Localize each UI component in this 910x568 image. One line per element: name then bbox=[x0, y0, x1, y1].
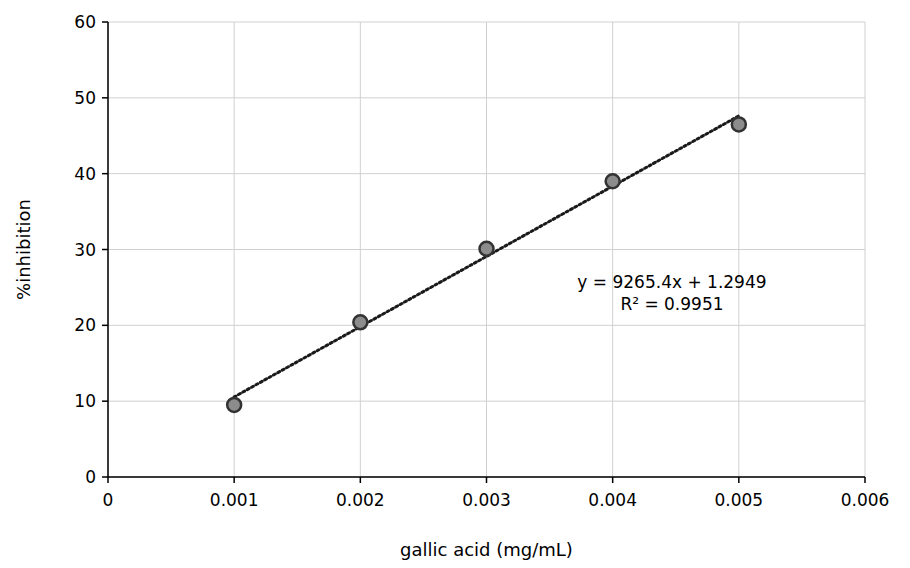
equation-annotation: y = 9265.4x + 1.2949 bbox=[577, 272, 766, 292]
y-tick bbox=[102, 325, 108, 327]
x-grid-line bbox=[865, 22, 866, 477]
y-tick bbox=[102, 21, 108, 23]
x-tick-label: 0.001 bbox=[210, 490, 259, 510]
y-tick-label: 40 bbox=[74, 164, 96, 184]
x-tick-label: 0.002 bbox=[336, 490, 385, 510]
x-tick-label: 0.003 bbox=[462, 490, 511, 510]
y-tick bbox=[102, 97, 108, 99]
y-tick-label: 50 bbox=[74, 88, 96, 108]
x-tick bbox=[107, 477, 109, 483]
x-tick bbox=[612, 477, 614, 483]
x-tick bbox=[738, 477, 740, 483]
y-tick-label: 10 bbox=[74, 391, 96, 411]
y-tick-label: 20 bbox=[74, 315, 96, 335]
y-tick-label: 30 bbox=[74, 240, 96, 260]
x-tick-label: 0.004 bbox=[588, 490, 637, 510]
data-point bbox=[353, 315, 367, 329]
x-tick bbox=[486, 477, 488, 483]
data-point bbox=[732, 117, 746, 131]
grid bbox=[108, 22, 865, 477]
marks bbox=[227, 116, 746, 412]
trend-line bbox=[234, 116, 739, 397]
y-tick bbox=[102, 400, 108, 402]
x-tick-label: 0.005 bbox=[714, 490, 763, 510]
x-tick bbox=[360, 477, 362, 483]
equation-annotation: R² = 0.9951 bbox=[620, 294, 723, 314]
x-axis-title: gallic acid (mg/mL) bbox=[400, 539, 573, 560]
x-grid-line bbox=[360, 22, 361, 477]
data-point bbox=[480, 242, 494, 256]
x-grid-line bbox=[738, 22, 739, 477]
y-tick bbox=[102, 173, 108, 175]
data-point bbox=[606, 174, 620, 188]
data-point bbox=[227, 398, 241, 412]
x-grid-line bbox=[612, 22, 613, 477]
y-tick-label: 60 bbox=[74, 12, 96, 32]
y-tick bbox=[102, 249, 108, 251]
x-tick-label: 0 bbox=[103, 490, 114, 510]
x-tick bbox=[864, 477, 866, 483]
x-tick-label: 0.006 bbox=[841, 490, 890, 510]
y-axis-title: %inhibition bbox=[13, 199, 34, 300]
x-tick bbox=[233, 477, 235, 483]
y-tick-label: 0 bbox=[85, 467, 96, 487]
chart: 0 0.001 0.002 0.003 0.004 0.005 0.006 0 10 20 30 40… bbox=[0, 0, 910, 568]
y-tick bbox=[102, 476, 108, 478]
